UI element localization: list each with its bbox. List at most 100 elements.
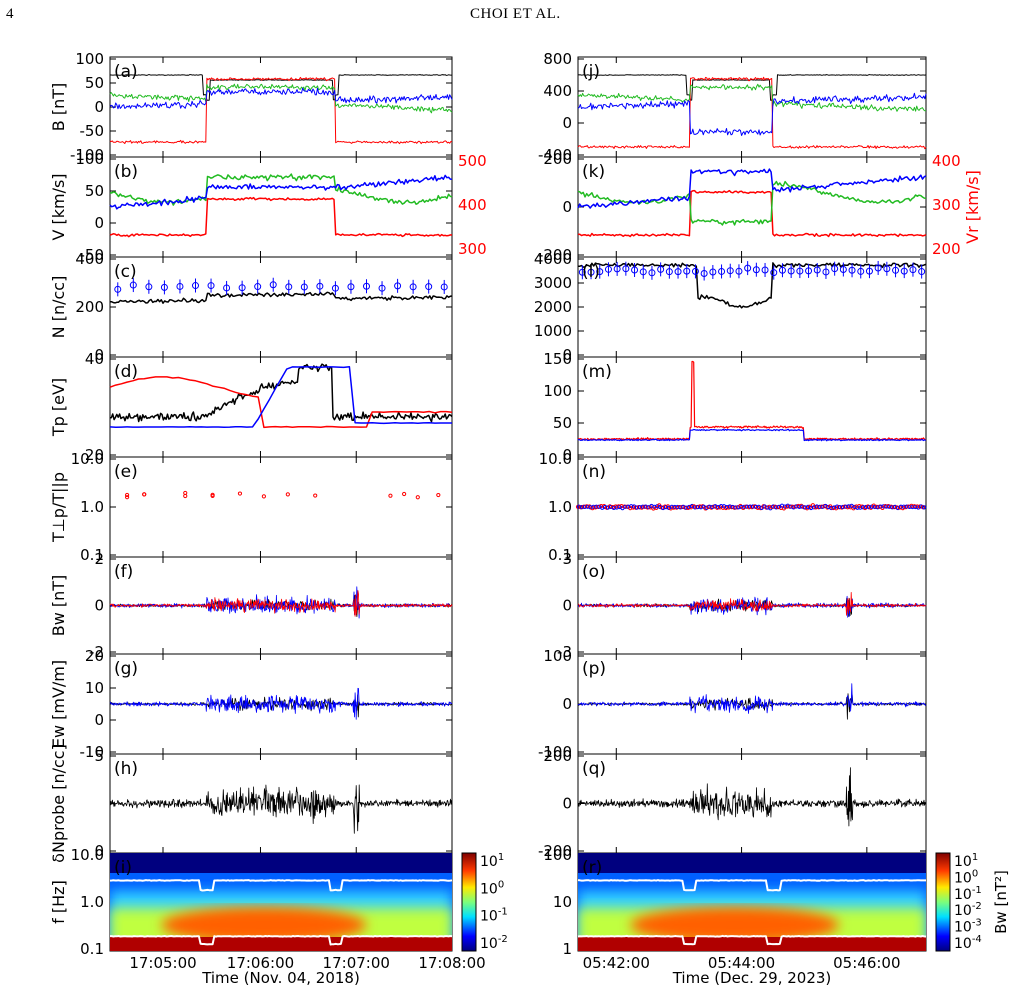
panel-label-l: (l) xyxy=(582,262,600,282)
panel-frame-e xyxy=(109,456,453,558)
panel-label-d: (d) xyxy=(114,362,138,382)
ytick-label: 4000 xyxy=(534,250,572,268)
ytick-label: 200 xyxy=(543,150,572,168)
colorbar xyxy=(461,852,477,952)
colorbar-tick: 10-4 xyxy=(954,934,982,952)
ytick-label: 10.0 xyxy=(71,846,104,864)
ytick-label: 0 xyxy=(94,711,104,729)
data-marker xyxy=(810,503,816,508)
panel-label-i: (i) xyxy=(114,858,132,878)
panel-label-o: (o) xyxy=(582,562,606,582)
xtick-label: 05:42:00 xyxy=(583,954,650,972)
ytick-label: 100 xyxy=(543,647,572,665)
ylabel-b: V [km/s] xyxy=(49,173,68,240)
ytick-label: 0 xyxy=(94,214,104,232)
ytick-label: 10.0 xyxy=(539,450,572,468)
data-marker xyxy=(436,492,441,498)
ytick-label: 150 xyxy=(543,350,572,368)
y2tick-label: 300 xyxy=(932,196,961,214)
ytick-label: 400 xyxy=(543,82,572,100)
white-line-upper xyxy=(577,879,926,892)
y2tick-label: 500 xyxy=(458,152,487,170)
ytick-label: 10 xyxy=(85,679,104,697)
colorbar-tick: 101 xyxy=(480,852,504,870)
spectrogram xyxy=(110,853,452,951)
xlabel: Time (Dec. 29, 2023) xyxy=(672,969,832,987)
ytick-label: 0.1 xyxy=(548,546,572,564)
ytick-label: 40 xyxy=(85,350,104,368)
ytick-label: -50 xyxy=(80,122,105,140)
panel-label-a: (a) xyxy=(114,62,138,82)
colorbar-tick: 100 xyxy=(480,879,504,897)
ytick-label: 20 xyxy=(85,446,104,464)
ytick-label: 0 xyxy=(94,842,104,860)
colorbar-tick: 100 xyxy=(954,868,978,886)
xtick-label: 17:07:00 xyxy=(323,954,390,972)
ytick-label: 3 xyxy=(562,550,572,568)
wave-black xyxy=(109,784,453,834)
ytick-label: -200 xyxy=(538,842,572,860)
series-black xyxy=(109,363,453,423)
series-black xyxy=(109,291,453,304)
wave-red xyxy=(577,592,927,616)
ytick-label: 1.0 xyxy=(80,893,104,911)
panel-label-p: (p) xyxy=(582,659,606,679)
panel-frame-b xyxy=(109,156,453,258)
ylabel-i: f [Hz] xyxy=(49,880,68,924)
ytick-label: 1.0 xyxy=(80,498,104,516)
ylabel-c: N [n/cc] xyxy=(49,276,68,339)
y2label-k: Vr [km/s] xyxy=(963,170,982,244)
ytick-label: -50 xyxy=(80,246,105,264)
ylabel-h: δNprobe [n/cc] xyxy=(49,744,68,863)
series-black xyxy=(577,74,927,101)
data-marker xyxy=(313,493,318,498)
ytick-label: 2000 xyxy=(534,298,572,316)
colorbar-tick: 10-2 xyxy=(954,901,982,919)
colorbar xyxy=(935,852,951,952)
series-red xyxy=(577,189,927,238)
panel-frame-j xyxy=(577,56,927,158)
running-head: CHOI ET AL. xyxy=(470,6,561,22)
panel-frame-m xyxy=(577,356,927,458)
panel-label-r: (r) xyxy=(582,858,602,878)
ylabel-e: T⊥p/T||p xyxy=(49,472,68,543)
panel-label-n: (n) xyxy=(582,462,606,482)
colorbar-tick: 10-1 xyxy=(480,907,508,925)
ytick-label: 200 xyxy=(75,298,104,316)
ytick-label: -2 xyxy=(89,643,104,661)
ylabel-g: Ew [mV/m] xyxy=(49,660,68,748)
ytick-label: 0 xyxy=(94,346,104,364)
data-marker xyxy=(285,492,290,497)
ytick-label: 1.0 xyxy=(548,498,572,516)
ylabel-a: B [nT] xyxy=(49,83,68,131)
panel-label-j: (j) xyxy=(582,62,600,82)
ytick-label: 50 xyxy=(85,74,104,92)
panel-label-k: (k) xyxy=(582,162,605,182)
ytick-label: 1000 xyxy=(534,322,572,340)
ytick-label: 50 xyxy=(553,414,572,432)
ytick-label: -3 xyxy=(557,643,572,661)
xtick-label: 17:08:00 xyxy=(418,954,485,972)
panel-label-m: (m) xyxy=(582,362,612,382)
panel-frame-q xyxy=(577,753,927,854)
y2tick-label: 400 xyxy=(932,152,961,170)
xtick-label: 05:44:00 xyxy=(708,954,775,972)
data-marker xyxy=(261,494,266,499)
data-marker xyxy=(388,493,393,498)
y2tick-label: 200 xyxy=(932,240,961,258)
series-red xyxy=(577,76,927,150)
ytick-label: -200 xyxy=(538,246,572,264)
data-marker xyxy=(125,492,130,498)
data-marker xyxy=(402,491,407,497)
colorbar-label: Bw [nT²] xyxy=(992,870,1010,934)
xtick-label: 17:06:00 xyxy=(227,954,294,972)
ytick-label: 3000 xyxy=(534,274,572,292)
ytick-label: 5 xyxy=(94,747,104,765)
panel-label-c: (c) xyxy=(114,262,137,282)
panel-frame-c xyxy=(109,256,453,358)
series-green xyxy=(109,83,453,114)
series-blue xyxy=(109,87,453,110)
ytick-label: -100 xyxy=(538,743,572,761)
colorbar-tick: 10-1 xyxy=(954,885,982,903)
